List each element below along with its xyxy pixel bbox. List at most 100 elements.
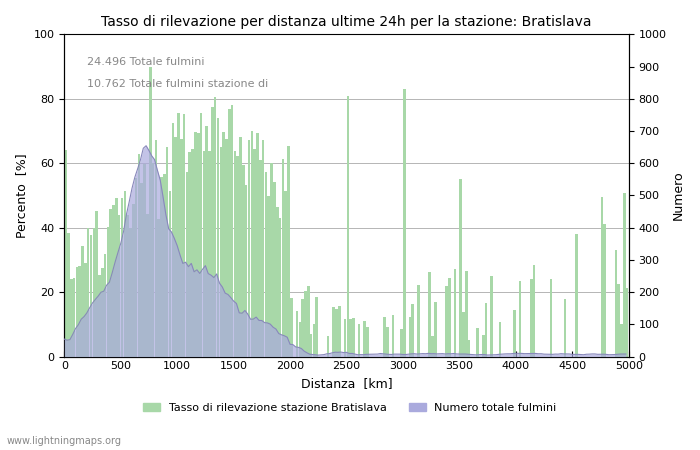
Bar: [90, 235, 92, 356]
Text: www.lightningmaps.org: www.lightningmaps.org: [7, 436, 122, 446]
Bar: [67, 233, 70, 356]
Bar: [169, 191, 172, 356]
Bar: [431, 336, 434, 356]
Bar: [225, 139, 228, 356]
Bar: [120, 198, 123, 356]
Bar: [530, 279, 533, 356]
Bar: [138, 154, 140, 356]
Bar: [352, 319, 355, 356]
Bar: [459, 180, 462, 356]
X-axis label: Distanza  [km]: Distanza [km]: [301, 377, 392, 390]
Bar: [106, 227, 109, 356]
Bar: [115, 198, 118, 356]
Bar: [84, 263, 87, 356]
Bar: [183, 114, 186, 356]
Bar: [358, 324, 360, 356]
Bar: [78, 266, 81, 356]
Bar: [253, 149, 256, 356]
Bar: [626, 288, 629, 356]
Bar: [346, 95, 349, 356]
Bar: [335, 309, 338, 356]
Bar: [454, 269, 456, 356]
Bar: [234, 151, 236, 356]
Bar: [344, 319, 346, 356]
Bar: [327, 336, 329, 356]
Bar: [144, 164, 146, 356]
Bar: [214, 97, 216, 356]
Bar: [338, 306, 341, 356]
Bar: [623, 193, 626, 356]
Bar: [281, 159, 284, 356]
Bar: [81, 246, 84, 356]
Bar: [211, 107, 214, 356]
Bar: [304, 291, 307, 356]
Y-axis label: Percento  [%]: Percento [%]: [15, 153, 28, 238]
Bar: [603, 224, 606, 356]
Bar: [191, 149, 194, 356]
Bar: [188, 152, 191, 356]
Legend: Tasso di rilevazione stazione Bratislava, Numero totale fulmini: Tasso di rilevazione stazione Bratislava…: [139, 398, 561, 418]
Bar: [228, 108, 230, 356]
Text: 24.496 Totale fulmini: 24.496 Totale fulmini: [87, 57, 204, 67]
Bar: [101, 268, 104, 356]
Bar: [123, 190, 126, 356]
Bar: [620, 324, 623, 356]
Bar: [412, 304, 414, 356]
Bar: [70, 279, 73, 356]
Bar: [118, 215, 120, 356]
Bar: [262, 140, 265, 356]
Bar: [166, 148, 169, 356]
Bar: [392, 315, 394, 356]
Bar: [158, 219, 160, 356]
Bar: [279, 218, 281, 356]
Bar: [242, 166, 245, 356]
Bar: [194, 132, 197, 356]
Bar: [482, 335, 484, 356]
Bar: [476, 328, 479, 356]
Bar: [237, 156, 239, 356]
Bar: [575, 234, 578, 356]
Bar: [177, 113, 180, 356]
Bar: [601, 197, 603, 356]
Bar: [172, 123, 174, 356]
Bar: [363, 321, 366, 356]
Bar: [135, 178, 137, 356]
Bar: [307, 286, 309, 356]
Bar: [465, 270, 468, 356]
Bar: [112, 204, 115, 356]
Bar: [273, 182, 276, 356]
Bar: [208, 151, 211, 356]
Bar: [267, 196, 270, 356]
Bar: [383, 317, 386, 356]
Bar: [533, 265, 536, 356]
Bar: [349, 320, 352, 356]
Bar: [298, 322, 301, 356]
Bar: [259, 161, 262, 356]
Bar: [146, 214, 148, 356]
Bar: [400, 329, 402, 356]
Bar: [366, 327, 369, 356]
Bar: [270, 163, 273, 356]
Bar: [332, 307, 335, 356]
Y-axis label: Numero: Numero: [672, 171, 685, 220]
Bar: [160, 177, 163, 356]
Bar: [248, 140, 251, 356]
Bar: [73, 278, 76, 356]
Bar: [491, 276, 493, 356]
Bar: [104, 254, 106, 356]
Bar: [313, 324, 315, 356]
Bar: [462, 312, 465, 356]
Bar: [386, 327, 389, 356]
Bar: [428, 272, 431, 356]
Bar: [295, 311, 298, 356]
Bar: [417, 285, 420, 356]
Title: Tasso di rilevazione per distanza ultime 24h per la stazione: Bratislava: Tasso di rilevazione per distanza ultime…: [102, 15, 592, 29]
Bar: [251, 131, 253, 356]
Bar: [155, 140, 158, 356]
Bar: [180, 139, 183, 356]
Bar: [141, 183, 143, 356]
Bar: [239, 137, 242, 356]
Bar: [519, 281, 522, 356]
Bar: [163, 174, 166, 356]
Bar: [92, 228, 95, 356]
